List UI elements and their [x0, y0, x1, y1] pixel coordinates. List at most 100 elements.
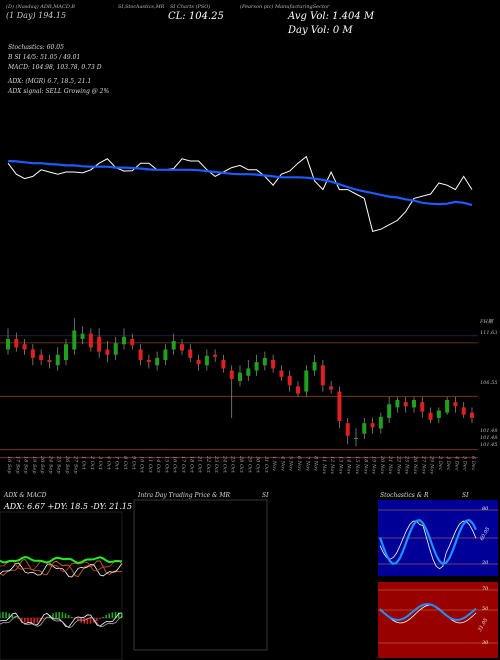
moving-average-line	[7, 159, 473, 207]
macd-histogram-bar	[67, 614, 70, 618]
adx-line	[0, 558, 123, 578]
adx-panel-values: ADX: 6.67 +DY: 18.5 -DY: 21.15	[4, 502, 133, 511]
candle-body	[113, 343, 118, 355]
macd-histogram-bar	[86, 618, 89, 624]
candle-body	[6, 338, 10, 350]
date-tick-label: 6 Nov	[296, 456, 302, 471]
adx-signal: ADX signal: SELL Growing @ 2%	[8, 88, 110, 95]
macd-histogram-bar	[33, 618, 36, 624]
plus-di-line	[0, 562, 123, 578]
date-tick-label: 11 Nov	[320, 456, 327, 475]
candle-body	[279, 370, 284, 377]
candle-body	[188, 349, 193, 358]
macd-histogram-bar	[61, 612, 64, 618]
macd-readout: MACD: 104.98, 103.78, 0.73 D	[8, 64, 102, 71]
candle-body	[105, 349, 110, 355]
candle-body	[204, 355, 209, 366]
date-tick-label: 25 Oct	[229, 456, 236, 473]
stochastics-readout: Stochastics: 60.05	[8, 44, 64, 51]
rsi-ma-line	[379, 603, 477, 622]
date-tick-label: 15 Nov	[354, 456, 360, 475]
date-tick-label: 22 Nov	[395, 456, 402, 475]
date-tick-label: 9 Oct	[130, 456, 137, 470]
date-tick-label: 4 Oct	[105, 456, 112, 470]
date-tick-label: 24 Oct	[221, 456, 228, 473]
date-tick-label: 11 Oct	[146, 456, 153, 473]
date-tick-label: 4 Dec	[453, 456, 460, 471]
macd-histogram-bar	[108, 613, 111, 618]
candle-body	[238, 372, 242, 382]
price-label-top: FH期	[480, 319, 493, 325]
macd-histogram-bar	[2, 612, 4, 618]
macd-histogram-bar	[8, 613, 10, 618]
macd-histogram-bar	[36, 618, 39, 623]
candle-body	[196, 360, 201, 365]
candle-body	[428, 412, 433, 420]
date-tick-label: 16 Sep	[6, 456, 12, 474]
date-tick-label: 17 Oct	[180, 456, 186, 473]
date-tick-label: 29 Nov	[428, 456, 435, 475]
stoch-panel-title-b: SI	[462, 492, 469, 499]
candle-body	[378, 416, 383, 429]
candle-body	[387, 404, 392, 418]
date-tick-label: 25 Nov	[403, 456, 410, 475]
candle-body	[72, 330, 77, 350]
candle-body	[213, 354, 218, 357]
price-label-101a: 101.48	[480, 428, 498, 434]
macd-histogram-bar	[39, 618, 42, 622]
candle-body	[55, 354, 60, 366]
candle-body	[296, 386, 300, 394]
macd-histogram-bar	[58, 612, 61, 618]
macd-histogram-bar	[111, 612, 114, 618]
date-tick-label: 21 Oct	[196, 456, 203, 473]
intraday-panel-frame	[133, 499, 268, 651]
header-line1b: SI,Stochastics,MR	[118, 4, 165, 10]
date-tick-label: 19 Sep	[30, 456, 37, 474]
candle-body	[320, 365, 325, 386]
candle-body	[47, 360, 52, 363]
candle-body	[370, 423, 375, 428]
date-tick-label: 3 Oct	[97, 456, 104, 470]
candle-body	[461, 407, 466, 415]
candle-body	[130, 338, 135, 346]
date-tick-label: 24 Sep	[47, 456, 54, 474]
macd-histogram-bar	[49, 615, 51, 618]
header-line1c: SI Charts (PSO)	[170, 4, 211, 10]
header-line1: (D) (Nasdaq) ADR,MACD,B	[6, 4, 75, 10]
candle-body	[312, 362, 317, 371]
candle-body	[14, 338, 19, 348]
macd-histogram-bar	[14, 616, 17, 618]
date-tick-label: 7 Oct	[113, 456, 120, 470]
candle-body	[329, 386, 334, 390]
candle-body	[271, 360, 276, 369]
candle-body	[262, 357, 267, 366]
candle-body	[221, 360, 226, 369]
candle-body	[436, 410, 441, 418]
candle-body	[246, 368, 251, 376]
date-tick-label: 19 Nov	[370, 456, 377, 475]
macd-histogram-bar	[70, 616, 73, 618]
price-label-101c: 101.45	[480, 442, 498, 448]
candle-body	[254, 362, 259, 371]
date-tick-label: 8 Nov	[312, 456, 319, 471]
date-tick-label: 22 Oct	[204, 456, 211, 473]
date-tick-label: 2 Oct	[88, 456, 95, 470]
date-tick-label: 30 Oct	[254, 456, 261, 473]
candle-body	[445, 400, 450, 413]
date-tick-label: 29 Oct	[246, 456, 253, 473]
candle-body	[304, 370, 309, 392]
date-tick-label: 27 Sep	[72, 456, 79, 474]
date-tick-label: 2 Dec	[436, 456, 443, 471]
candle-body	[180, 344, 184, 351]
date-tick-label: 18 Nov	[362, 456, 369, 475]
candle-body	[354, 437, 358, 439]
date-tick-label: 26 Sep	[64, 456, 70, 474]
macd-histogram-bar	[20, 618, 23, 621]
macd-histogram-bar	[52, 613, 54, 618]
candle-body	[88, 333, 93, 348]
date-tick-label: 13 Nov	[337, 456, 344, 475]
date-tick-label: 18 Oct	[188, 456, 195, 473]
date-tick-label: 1 Oct	[80, 456, 87, 470]
candle-body	[30, 349, 35, 358]
macd-histogram-bar	[11, 614, 14, 618]
